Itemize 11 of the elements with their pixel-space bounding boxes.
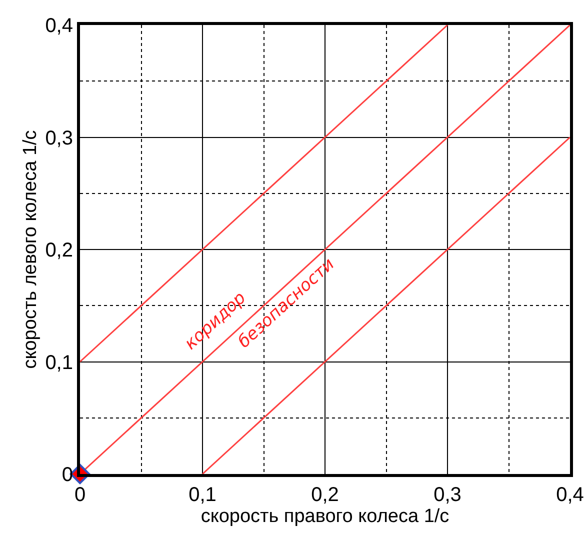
x-axis-title: скорость правого колеса 1/с <box>200 506 450 527</box>
y-tick-label: 0,1 <box>45 352 73 374</box>
y-axis-title: скорость левого колеса 1/с <box>20 130 42 369</box>
x-tick-label: 0,1 <box>188 484 216 506</box>
y-tick-label: 0,3 <box>45 127 73 150</box>
x-tick-label: 0,4 <box>556 484 584 506</box>
y-tick-label: 0,4 <box>45 15 73 37</box>
y-tick-label: 0 <box>62 464 73 486</box>
y-tick-label: 0,2 <box>45 240 73 262</box>
x-tick-label: 0,3 <box>434 484 462 506</box>
x-tick-label: 0,2 <box>311 484 339 506</box>
